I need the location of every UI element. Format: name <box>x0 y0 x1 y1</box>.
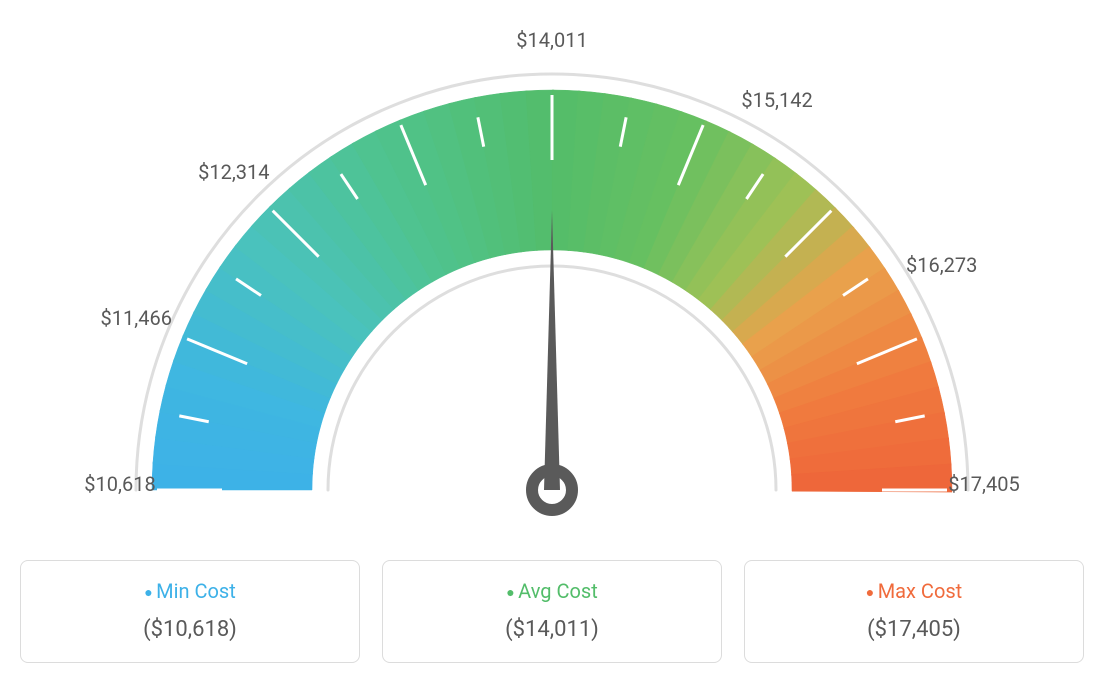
cost-gauge-widget: $10,618 $11,466 $12,314 $14,011 $15,142 $16,2… <box>20 20 1084 663</box>
gauge-tick-label: $15,142 <box>741 88 812 112</box>
legend-card-title: Max Cost <box>755 579 1073 603</box>
gauge-chart: $10,618 $11,466 $12,314 $14,011 $15,142 $16,2… <box>20 20 1084 540</box>
gauge-tick-label: $17,405 <box>948 472 1019 496</box>
legend-row: Min Cost ($10,618) Avg Cost ($14,011) Max Co… <box>20 560 1084 663</box>
gauge-tick-label: $12,314 <box>198 160 269 184</box>
legend-card-value: ($17,405) <box>755 617 1073 642</box>
gauge-tick-label: $16,273 <box>906 253 977 277</box>
legend-card: Max Cost ($17,405) <box>744 560 1084 663</box>
legend-card: Avg Cost ($14,011) <box>382 560 722 663</box>
gauge-tick-label: $10,618 <box>84 472 155 496</box>
legend-card-value: ($10,618) <box>31 617 349 642</box>
legend-card-title: Min Cost <box>31 579 349 603</box>
legend-card: Min Cost ($10,618) <box>20 560 360 663</box>
gauge-tick-label: $11,466 <box>101 306 172 330</box>
legend-card-title: Avg Cost <box>393 579 711 603</box>
legend-card-value: ($14,011) <box>393 617 711 642</box>
gauge-tick-label: $14,011 <box>516 28 587 52</box>
